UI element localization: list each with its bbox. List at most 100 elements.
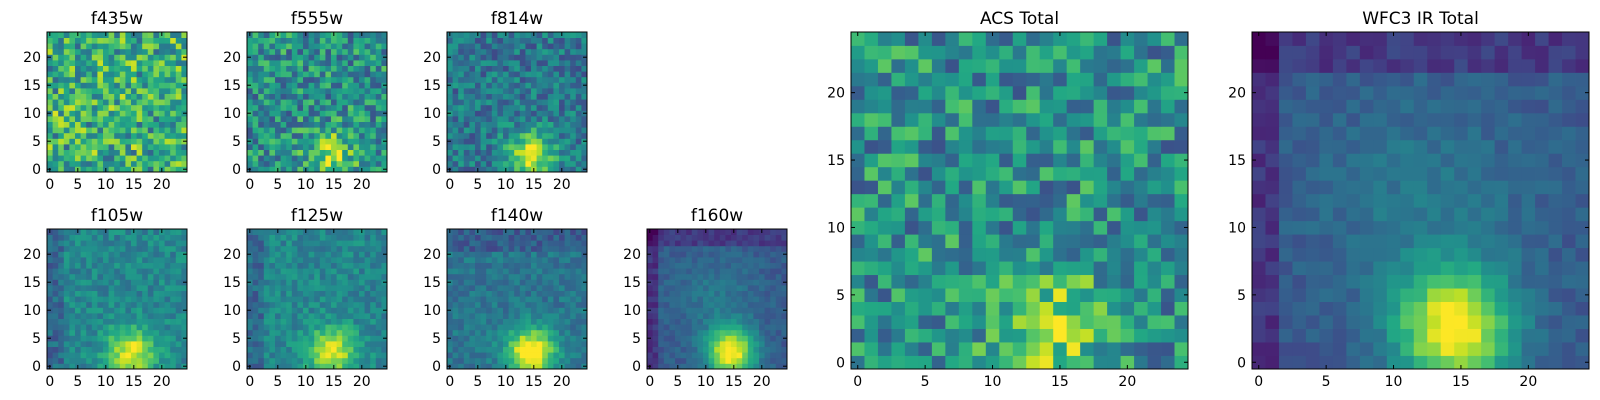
heatmap-cell [691,245,698,252]
heatmap-cell [280,127,287,134]
heatmap-cell [69,149,76,156]
heatmap-cell [370,116,377,122]
heatmap-cell [75,149,81,156]
heatmap-cell [280,71,287,78]
heatmap-cell [52,155,59,162]
heatmap-cell [531,138,537,145]
heatmap-cell [669,318,676,325]
heatmap-cell [531,76,537,83]
heatmap-cell [114,48,121,55]
heatmap-cell [58,155,65,162]
heatmap-cell [364,82,371,89]
heatmap-cell [458,48,465,55]
heatmap-cell [142,54,149,61]
heatmap-cell [581,262,588,269]
heatmap-cell [136,285,143,291]
heatmap-cell [764,245,771,252]
heatmap-cell [525,234,532,241]
heatmap-cell [503,149,509,156]
heatmap-cell [370,229,377,235]
heatmap-cell [480,335,487,342]
heatmap-cell [669,273,676,280]
heatmap-cell [370,318,377,325]
heatmap-cell [47,329,53,336]
heatmap-cell [275,82,281,89]
heatmap-cell [491,138,498,145]
heatmap-cell [58,301,65,308]
heatmap-cell [97,329,104,336]
heatmap-cell [364,144,371,150]
heatmap-cell [452,262,459,269]
heatmap-cell [370,324,377,331]
heatmap-cell [347,149,354,156]
heatmap-cell [519,60,526,66]
heatmap-cell [497,71,504,78]
heatmap-cell [269,234,276,241]
heatmap-cell [536,104,543,111]
heatmap-cell [347,132,354,139]
heatmap-cell [103,357,109,364]
heatmap-cell [303,279,309,286]
heatmap-cell [164,160,171,167]
heatmap-cell [359,290,365,297]
heatmap-cell [153,121,160,128]
heatmap-cell [63,240,70,247]
heatmap-cell [669,251,676,258]
heatmap-cell [452,352,459,359]
heatmap-cell [103,76,109,83]
heatmap-cell [258,313,265,319]
heatmap-cell [181,93,188,100]
heatmap-cell [314,82,321,89]
heatmap-cell [181,60,188,66]
heatmap-cell [475,116,481,122]
heatmap-cell [904,342,919,356]
heatmap-cell [663,268,670,275]
heatmap-cell [97,285,104,291]
heatmap-cell [58,268,65,275]
heatmap-cell [125,357,132,364]
heatmap-cell [131,245,137,252]
heatmap-cell [336,149,343,156]
heatmap-cell [80,279,87,286]
heatmap-cell [891,355,906,370]
heatmap-cell [175,43,182,50]
heatmap-cell [263,149,270,156]
heatmap-cell [931,274,946,289]
heatmap-cell [159,290,165,297]
heatmap-cell [503,335,509,342]
heatmap-cell [314,110,321,117]
heatmap-cell [1147,342,1162,356]
heatmap-cell [480,346,487,353]
heatmap-cell [686,318,693,325]
heatmap-cell [336,155,343,162]
heatmap-cell [675,357,681,364]
heatmap-cell [58,160,65,167]
heatmap-cell [63,99,70,106]
heatmap-cell [175,245,182,252]
heatmap-cell [691,313,698,319]
heatmap-cell [463,335,470,342]
heatmap-cell [319,290,326,297]
heatmap-cell [958,288,973,302]
heatmap-cell [547,149,554,156]
heatmap-cell [381,346,388,353]
heatmap-cell [370,54,377,61]
heatmap-cell [336,245,343,252]
heatmap-cell [570,110,577,117]
heatmap-cell [985,274,1000,289]
heatmap-cell [519,229,526,235]
heatmap-cell [475,273,481,280]
heatmap-cell [381,290,388,297]
heatmap-cell [486,324,493,331]
heatmap-cell [47,296,53,303]
heatmap-cell [75,43,81,50]
heatmap-cell [575,352,582,359]
heatmap-cell [159,127,165,134]
heatmap-cell [69,32,76,38]
heatmap-cell [97,341,104,347]
heatmap-cell [308,268,315,275]
heatmap-cell [103,301,109,308]
heatmap-cell [519,82,526,89]
heatmap-cell [142,155,149,162]
heatmap-cell [342,245,349,252]
